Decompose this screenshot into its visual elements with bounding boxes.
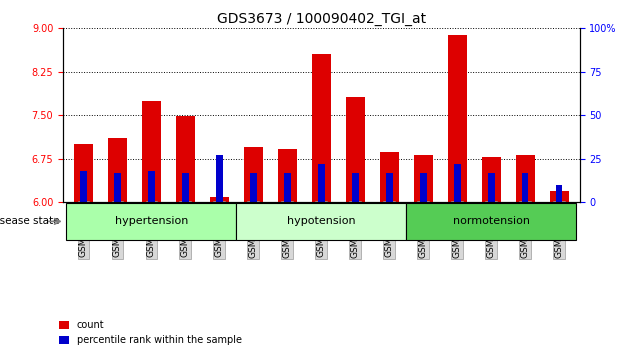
Text: GSM493535: GSM493535: [419, 203, 428, 258]
Text: hypertension: hypertension: [115, 216, 188, 227]
Bar: [318, 164, 324, 202]
Bar: [550, 190, 568, 202]
Bar: [74, 144, 93, 202]
Bar: [182, 172, 188, 202]
Legend: count, percentile rank within the sample: count, percentile rank within the sample: [55, 316, 246, 349]
Bar: [516, 155, 535, 202]
Text: GSM493536: GSM493536: [453, 203, 462, 258]
Text: GSM493530: GSM493530: [249, 203, 258, 258]
Text: GSM493528: GSM493528: [181, 203, 190, 257]
Text: disease state: disease state: [0, 216, 60, 227]
FancyBboxPatch shape: [66, 203, 236, 240]
Bar: [80, 171, 87, 202]
Title: GDS3673 / 100090402_TGI_at: GDS3673 / 100090402_TGI_at: [217, 12, 426, 26]
Bar: [414, 155, 433, 202]
Text: GSM493531: GSM493531: [283, 203, 292, 258]
Bar: [210, 198, 229, 202]
Bar: [148, 171, 154, 202]
Text: GSM493533: GSM493533: [351, 203, 360, 258]
Text: GSM493532: GSM493532: [317, 203, 326, 257]
Bar: [380, 152, 399, 202]
Text: GSM493539: GSM493539: [554, 203, 564, 258]
Bar: [454, 164, 461, 202]
Bar: [216, 155, 222, 202]
Bar: [278, 149, 297, 202]
Bar: [352, 172, 358, 202]
Bar: [386, 172, 392, 202]
Bar: [142, 101, 161, 202]
Bar: [522, 172, 529, 202]
Text: GSM493529: GSM493529: [215, 203, 224, 257]
Bar: [488, 172, 495, 202]
Bar: [114, 172, 121, 202]
FancyBboxPatch shape: [236, 203, 406, 240]
Text: GSM493525: GSM493525: [79, 203, 88, 257]
Text: GSM493534: GSM493534: [385, 203, 394, 257]
Text: hypotension: hypotension: [287, 216, 355, 227]
Bar: [420, 172, 427, 202]
Text: GSM493527: GSM493527: [147, 203, 156, 257]
Text: GSM493537: GSM493537: [487, 203, 496, 258]
Bar: [448, 35, 467, 202]
Bar: [176, 116, 195, 202]
Bar: [482, 157, 501, 202]
Text: normotension: normotension: [453, 216, 530, 227]
Text: GSM493538: GSM493538: [521, 203, 530, 258]
Bar: [312, 55, 331, 202]
Bar: [346, 97, 365, 202]
Bar: [108, 138, 127, 202]
Text: GSM493526: GSM493526: [113, 203, 122, 257]
Bar: [244, 147, 263, 202]
FancyBboxPatch shape: [406, 203, 576, 240]
Bar: [284, 172, 290, 202]
Bar: [556, 185, 563, 202]
Bar: [250, 172, 256, 202]
